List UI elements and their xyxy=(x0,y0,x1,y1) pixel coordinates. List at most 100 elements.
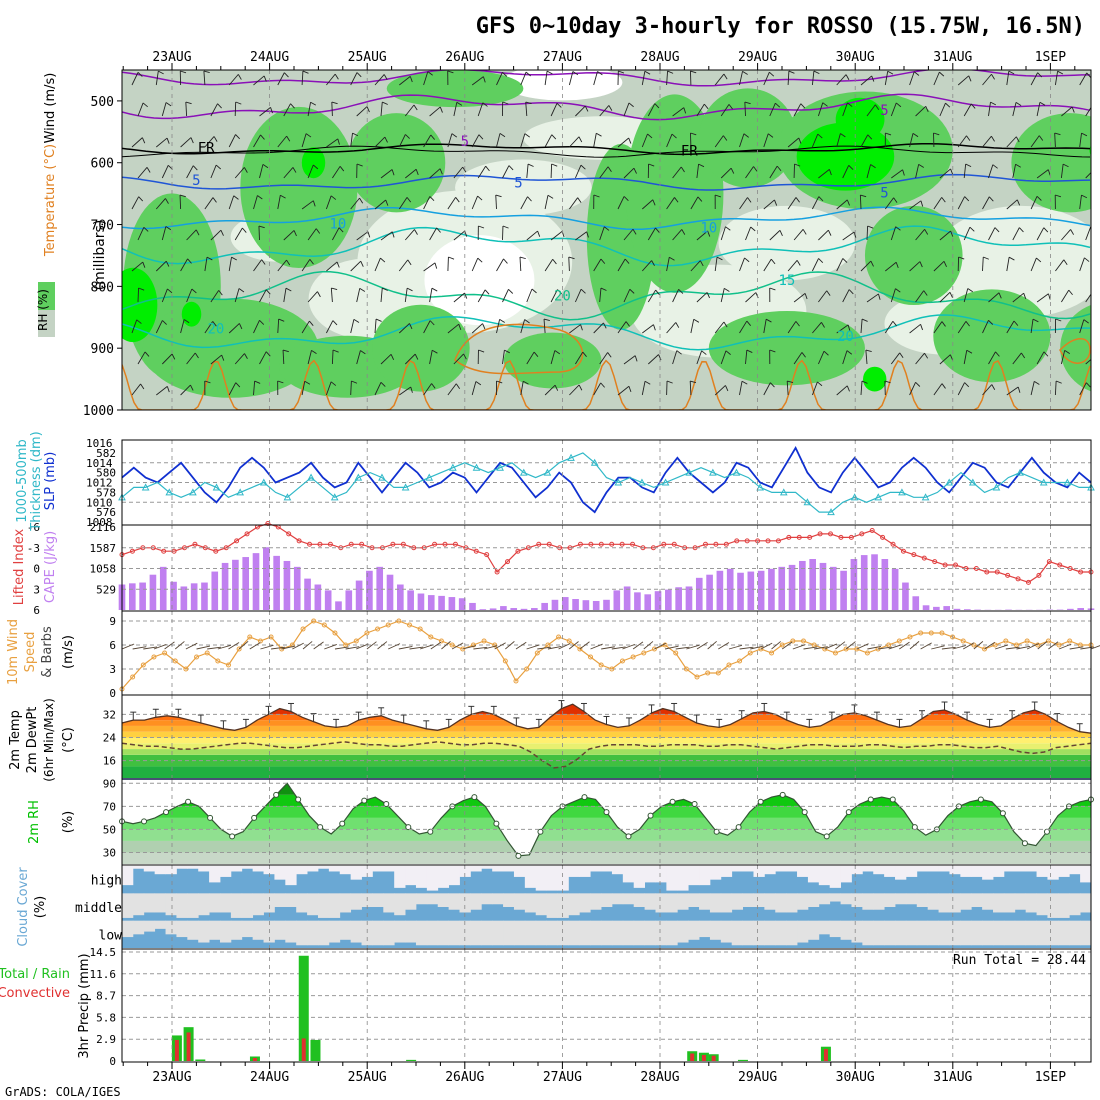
wind-barb-flag xyxy=(504,349,510,354)
wind-barb-flag xyxy=(415,169,419,176)
wind-barb-flag xyxy=(865,349,872,352)
wind-barb xyxy=(429,227,438,241)
wind-barb xyxy=(739,320,748,334)
wind-barb xyxy=(599,105,610,117)
cloud-cell xyxy=(285,920,297,943)
wind-barb-flag xyxy=(678,289,684,294)
wind-barb-flag xyxy=(893,197,898,203)
wind-barb xyxy=(131,72,139,86)
wind-barb xyxy=(982,256,984,272)
wind-barb xyxy=(641,71,646,86)
wind10-barb xyxy=(462,645,477,650)
thickness-marker xyxy=(827,508,835,516)
wind-barb xyxy=(569,324,581,334)
wind10-barb xyxy=(1026,643,1039,650)
wind-barb xyxy=(793,229,804,241)
wind10-marker xyxy=(715,670,721,676)
cloud-cell xyxy=(394,920,406,943)
wind-barb-flag xyxy=(753,166,758,172)
cloud-cell xyxy=(1069,866,1081,875)
wind-barb xyxy=(253,195,258,210)
rh-dry-area xyxy=(455,159,592,216)
li-marker xyxy=(953,562,959,568)
li-marker xyxy=(473,548,479,554)
wind10-barb xyxy=(1069,646,1084,650)
cloud-cell xyxy=(415,893,428,905)
li-marker xyxy=(129,548,135,554)
wind-barb-flag xyxy=(969,226,975,232)
isotherm-label: 10 xyxy=(329,216,346,232)
wind-barb-flag xyxy=(798,137,802,144)
wind-barb-flag xyxy=(924,352,929,359)
wind10-marker xyxy=(737,658,743,664)
cloud-cell xyxy=(143,920,156,932)
cloud-cell xyxy=(503,920,515,946)
cloud-cell xyxy=(753,893,765,907)
cloud-cell xyxy=(786,866,798,872)
cape-bar xyxy=(912,596,920,610)
wind10-marker xyxy=(545,642,551,648)
rh2m-marker xyxy=(581,794,588,801)
wind-barb-flag xyxy=(582,351,587,358)
wind-barb xyxy=(307,350,312,365)
wind-barb-flag xyxy=(352,132,359,137)
wind-barb-flag xyxy=(1083,319,1089,324)
wind-barb-flag xyxy=(725,226,731,231)
cloud-row-label: middle xyxy=(75,901,122,916)
wind-barb-flag xyxy=(632,229,637,235)
wind-barb-flag xyxy=(385,199,389,206)
thickness-marker xyxy=(874,493,883,501)
wind-barb xyxy=(423,262,436,272)
dewpt-line xyxy=(121,741,1092,769)
wind-barb xyxy=(860,134,869,148)
cloud-cell xyxy=(285,893,297,907)
wind-barb xyxy=(963,164,967,179)
wind10-barb xyxy=(174,641,185,650)
wind-barb xyxy=(763,199,775,210)
wind-barb-flag xyxy=(406,287,413,292)
rh2m-marker xyxy=(383,801,390,808)
wind-barb-flag xyxy=(671,133,677,139)
bottom-date-label: 26AUG xyxy=(445,1070,484,1085)
wind-barb-flag xyxy=(651,260,655,266)
wind-barb xyxy=(909,382,916,396)
cape-bar xyxy=(469,602,476,610)
cloud-cell xyxy=(317,920,330,946)
li-marker xyxy=(619,541,625,547)
cloud-cell xyxy=(394,866,406,888)
wind10-barb xyxy=(632,641,644,650)
rh2m-marker xyxy=(603,809,610,816)
wind10-tick-label: 6 xyxy=(109,639,116,652)
wind-barb-flag xyxy=(258,225,265,229)
cloud-cell xyxy=(1025,893,1037,913)
wind-barb xyxy=(228,74,239,86)
wind10-barb xyxy=(398,646,413,650)
wind-barb-flag xyxy=(463,353,467,360)
wind-barb xyxy=(617,137,629,148)
cloud-cell xyxy=(470,893,482,910)
wind-barb-flag xyxy=(312,200,316,207)
wind-barb xyxy=(1036,293,1049,303)
wind-barb-flag xyxy=(653,324,656,331)
wind-barb-flag xyxy=(482,76,486,83)
cloud-cell xyxy=(862,893,874,910)
wind-barb xyxy=(350,319,355,334)
wind-barb-flag xyxy=(407,259,412,266)
total-precip-bar xyxy=(310,1039,321,1061)
li-marker xyxy=(817,531,823,537)
wind-barb xyxy=(405,168,417,179)
wind-barb xyxy=(210,164,217,179)
cloud-cell xyxy=(829,893,841,902)
wind-barb-flag xyxy=(235,134,241,140)
wind-barb xyxy=(714,321,725,334)
cloud-cell xyxy=(579,893,591,913)
wind-barb xyxy=(714,385,726,396)
cloud-cell xyxy=(1047,920,1059,946)
thickness-marker xyxy=(330,493,339,501)
temp-band xyxy=(122,731,1091,738)
cape-bar xyxy=(829,566,837,610)
conv-precip-bar xyxy=(690,1053,695,1061)
wind-barb xyxy=(787,197,797,210)
wind-barb-flag xyxy=(681,229,686,235)
